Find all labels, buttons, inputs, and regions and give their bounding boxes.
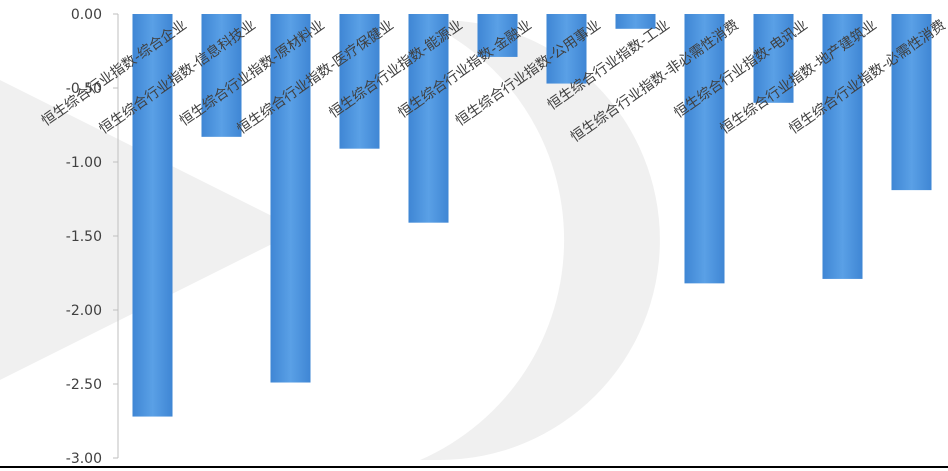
- bar: [615, 14, 656, 29]
- bar: [753, 14, 794, 103]
- bar: [891, 14, 932, 191]
- bar: [408, 14, 449, 223]
- bar: [684, 14, 725, 284]
- bar: [132, 14, 173, 417]
- bar: [477, 14, 518, 57]
- axis-layer: 0.00 -0.50 -1.00 -1.50 -2.00 -2.50 -3.00: [0, 7, 948, 468]
- y-tick-label: -1.00: [66, 155, 102, 171]
- bar: [822, 14, 863, 279]
- y-tick-label: -2.00: [66, 303, 102, 319]
- y-tick-label: -1.50: [66, 229, 102, 245]
- y-tick-label: -2.50: [66, 377, 102, 393]
- bars-layer: [132, 14, 932, 417]
- y-tick-label: 0.00: [71, 7, 102, 23]
- bar: [201, 14, 242, 137]
- y-tick-label: -3.00: [66, 451, 102, 467]
- bar: [270, 14, 311, 383]
- y-tick-label: -0.50: [66, 81, 102, 97]
- bar: [546, 14, 587, 84]
- bar: [339, 14, 380, 149]
